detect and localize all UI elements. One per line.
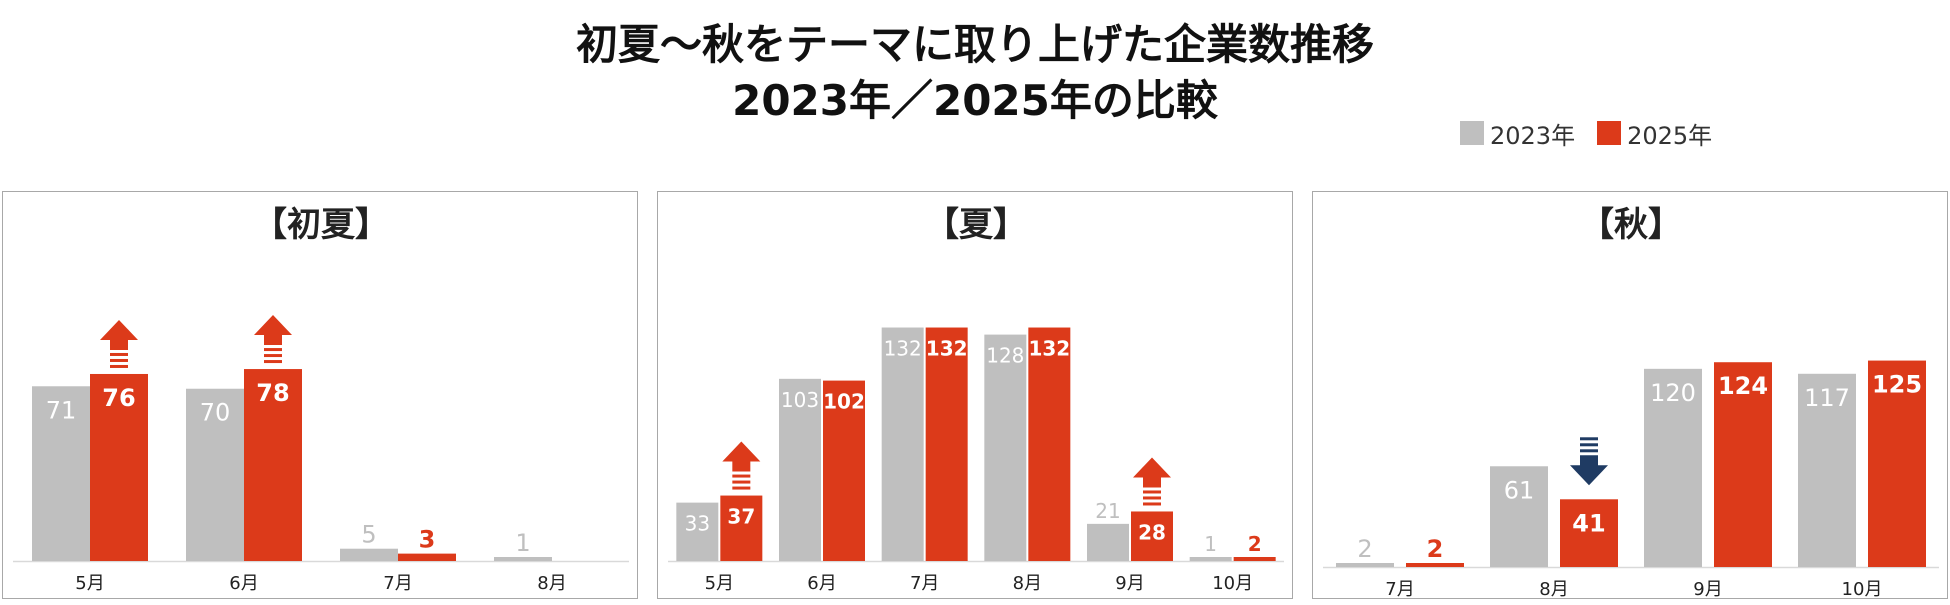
bar-autumn-2023-0 [1336, 563, 1394, 567]
chart-title-line-2: 2023年／2025年の比較 [732, 76, 1218, 125]
tick-label-autumn-3: 10月 [1842, 579, 1883, 600]
chart-title-line-1: 初夏～秋をテーマに取り上げた企業数推移 [575, 20, 1374, 69]
bar-summer-2025-1 [823, 380, 865, 561]
bar-early-summer-2025-1 [244, 369, 302, 561]
bar-summer-2023-5 [1189, 557, 1232, 561]
tick-label-summer-0: 5月 [705, 573, 734, 594]
bar-summer-2023-4 [1087, 523, 1129, 561]
tick-label-summer-4: 9月 [1115, 573, 1144, 594]
panel-title-early-summer: 【初夏】 [253, 205, 389, 245]
up-arrow-early-summer-1-icon [254, 315, 292, 364]
value-label-autumn-2025-2: 124 [1718, 372, 1768, 400]
legend: 2023年 2025年 [1460, 116, 1712, 150]
value-label-autumn-2025-3: 125 [1872, 371, 1922, 399]
value-label-autumn-2025-0: 2 [1427, 535, 1444, 563]
value-label-early-summer-2025-0: 76 [102, 384, 135, 412]
bar-early-summer-2023-3 [494, 557, 552, 561]
value-label-autumn-2023-3: 117 [1804, 384, 1850, 412]
panel-autumn: 【秋】 2 2 7月 61 41 8月 120 124 9月 117 125 10月 [1312, 191, 1948, 600]
panel-title-autumn: 【秋】 [1580, 205, 1682, 245]
bar-early-summer-2023-2 [340, 548, 398, 561]
tick-label-autumn-0: 7月 [1385, 579, 1414, 600]
value-label-early-summer-2023-1: 70 [200, 399, 231, 427]
legend-swatch-2023 [1460, 121, 1484, 145]
value-label-summer-2025-3: 132 [1028, 337, 1070, 361]
bar-autumn-2023-3 [1798, 373, 1856, 567]
legend-label-2025: 2025年 [1627, 121, 1713, 150]
value-label-autumn-2023-1: 61 [1504, 476, 1535, 504]
bar-early-summer-2025-2 [398, 553, 456, 561]
tick-label-autumn-2: 9月 [1693, 579, 1722, 600]
bar-autumn-2025-0 [1406, 563, 1464, 567]
tick-label-early-summer-0: 5月 [75, 573, 104, 594]
tick-label-early-summer-1: 6月 [229, 573, 258, 594]
bar-summer-2025-0 [720, 495, 763, 561]
bar-autumn-2023-2 [1644, 368, 1702, 567]
bar-autumn-2025-3 [1868, 360, 1926, 567]
value-label-summer-2025-1: 102 [823, 390, 865, 414]
tick-label-autumn-1: 8月 [1539, 579, 1568, 600]
panel-early-summer: 【初夏】 71 76 5月 70 78 6月 5 3 7月 1 8月 [2, 191, 638, 599]
value-label-summer-2023-3: 128 [986, 344, 1024, 368]
bar-autumn-2025-2 [1714, 362, 1772, 567]
panel-title-summer: 【夏】 [925, 205, 1027, 245]
value-label-summer-2025-0: 37 [727, 505, 755, 529]
value-label-autumn-2025-1: 41 [1572, 509, 1605, 537]
value-label-summer-2023-5: 1 [1204, 532, 1217, 556]
tick-label-summer-3: 8月 [1013, 573, 1042, 594]
bar-early-summer-2023-0 [32, 386, 90, 561]
chart-early-summer: 【初夏】 71 76 5月 70 78 6月 5 3 7月 1 8月 [13, 205, 629, 594]
bar-early-summer-2023-1 [186, 388, 244, 561]
legend-label-2023: 2023年 [1490, 121, 1576, 150]
bar-summer-2023-2 [881, 327, 924, 561]
tick-label-summer-1: 6月 [807, 573, 836, 594]
bar-summer-2023-3 [984, 334, 1027, 561]
value-label-summer-2023-0: 33 [685, 512, 710, 536]
tick-label-summer-2: 7月 [910, 573, 939, 594]
bar-autumn-2023-1 [1490, 466, 1548, 567]
value-label-early-summer-2023-3: 1 [515, 529, 530, 557]
chart-autumn: 【秋】 2 2 7月 61 41 8月 120 124 9月 117 125 10月 [1323, 205, 1939, 600]
bar-summer-2025-3 [1028, 327, 1071, 561]
value-label-autumn-2023-2: 120 [1650, 379, 1696, 407]
tick-label-summer-5: 10月 [1212, 573, 1253, 594]
tick-label-early-summer-2: 7月 [383, 573, 412, 594]
legend-item-2023: 2023年 [1460, 116, 1575, 151]
value-label-autumn-2023-0: 2 [1357, 535, 1372, 563]
value-label-summer-2025-4: 28 [1138, 520, 1166, 544]
tick-label-early-summer-3: 8月 [537, 573, 566, 594]
value-label-summer-2025-5: 2 [1248, 532, 1262, 556]
bar-summer-2025-4 [1131, 511, 1173, 561]
bar-summer-2023-1 [779, 378, 821, 561]
legend-swatch-2025 [1597, 121, 1622, 145]
value-label-summer-2025-2: 132 [926, 337, 968, 361]
value-label-summer-2023-2: 132 [884, 337, 922, 361]
down-arrow-autumn-1-icon [1570, 437, 1608, 486]
up-arrow-summer-0-icon [722, 441, 761, 490]
up-arrow-summer-4-icon [1133, 457, 1171, 506]
bar-autumn-2025-1 [1560, 499, 1618, 567]
value-label-summer-2023-1: 103 [781, 388, 819, 412]
value-label-summer-2023-4: 21 [1095, 499, 1120, 523]
bar-summer-2025-2 [925, 327, 968, 561]
value-label-early-summer-2025-2: 3 [419, 526, 436, 554]
bar-early-summer-2025-0 [90, 373, 148, 561]
up-arrow-early-summer-0-icon [100, 319, 138, 368]
bar-summer-2025-5 [1233, 557, 1276, 561]
value-label-early-summer-2023-0: 71 [46, 396, 77, 424]
bar-summer-2023-0 [676, 502, 719, 561]
legend-item-2025: 2025年 [1597, 116, 1712, 151]
value-label-early-summer-2025-1: 78 [256, 379, 289, 407]
value-label-early-summer-2023-2: 5 [361, 521, 376, 549]
panel-summer: 【夏】 33 37 5月 103 102 6月 132 132 7月 128 132 8月 21 28 9月 1… [657, 191, 1293, 599]
